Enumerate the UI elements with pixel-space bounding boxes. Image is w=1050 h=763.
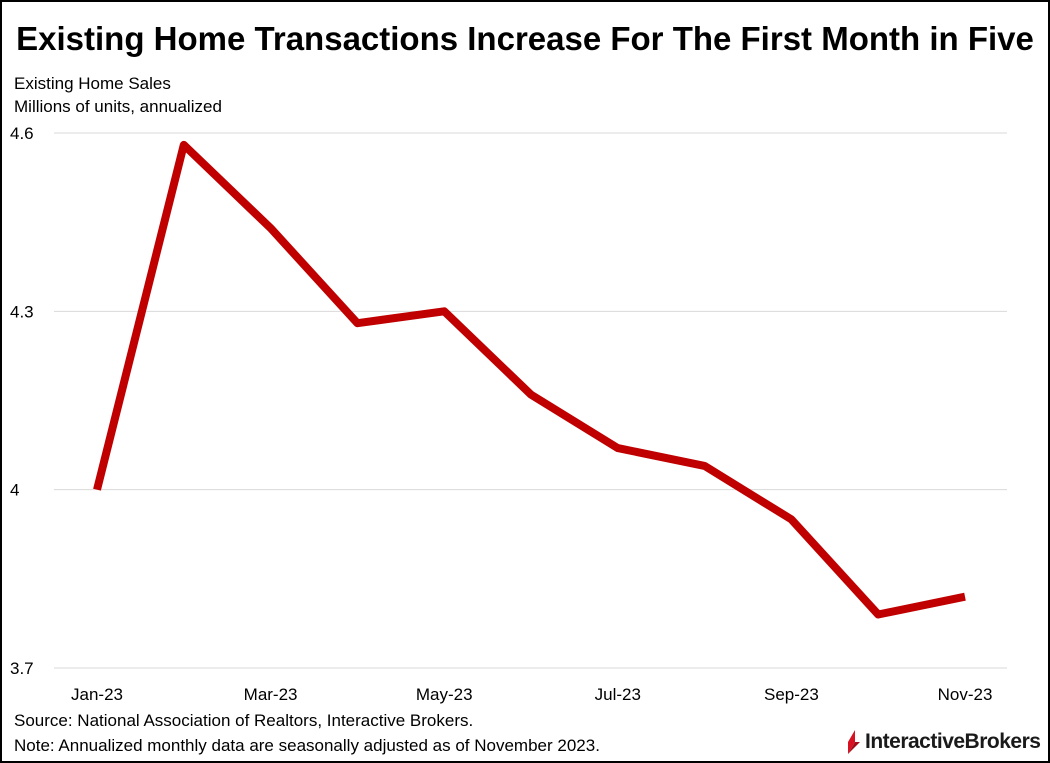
x-tick-label: Jan-23 (71, 685, 123, 704)
interactive-brokers-logo-icon (848, 730, 860, 754)
y-tick-label: 4.3 (10, 302, 34, 321)
chart-subtitle-units: Millions of units, annualized (14, 97, 222, 116)
series-line (93, 140, 966, 619)
y-tick-label: 3.7 (10, 659, 34, 678)
line-chart: 4.6 4.3 4 3.7 Jan-23 Mar-23 May-23 Jul-23 Sep-23… (10, 124, 1007, 704)
x-tick-label: Sep-23 (764, 685, 819, 704)
interactive-brokers-logo: InteractiveBrokers (846, 729, 1041, 755)
adjustment-note: Note: Annualized monthly data are season… (14, 736, 600, 755)
x-tick-label: May-23 (416, 685, 473, 704)
chart-title: Existing Home Transactions Increase For … (16, 20, 1034, 57)
x-tick-label: Nov-23 (938, 685, 993, 704)
y-tick-label: 4.6 (10, 124, 34, 143)
source-note: Source: National Association of Realtors… (14, 711, 474, 730)
y-tick-label: 4 (10, 481, 19, 500)
x-tick-label: Jul-23 (595, 685, 641, 704)
chart-subtitle-series: Existing Home Sales (14, 74, 171, 93)
x-tick-label: Mar-23 (244, 685, 298, 704)
logo-wordmark: InteractiveBrokers (865, 730, 1041, 753)
